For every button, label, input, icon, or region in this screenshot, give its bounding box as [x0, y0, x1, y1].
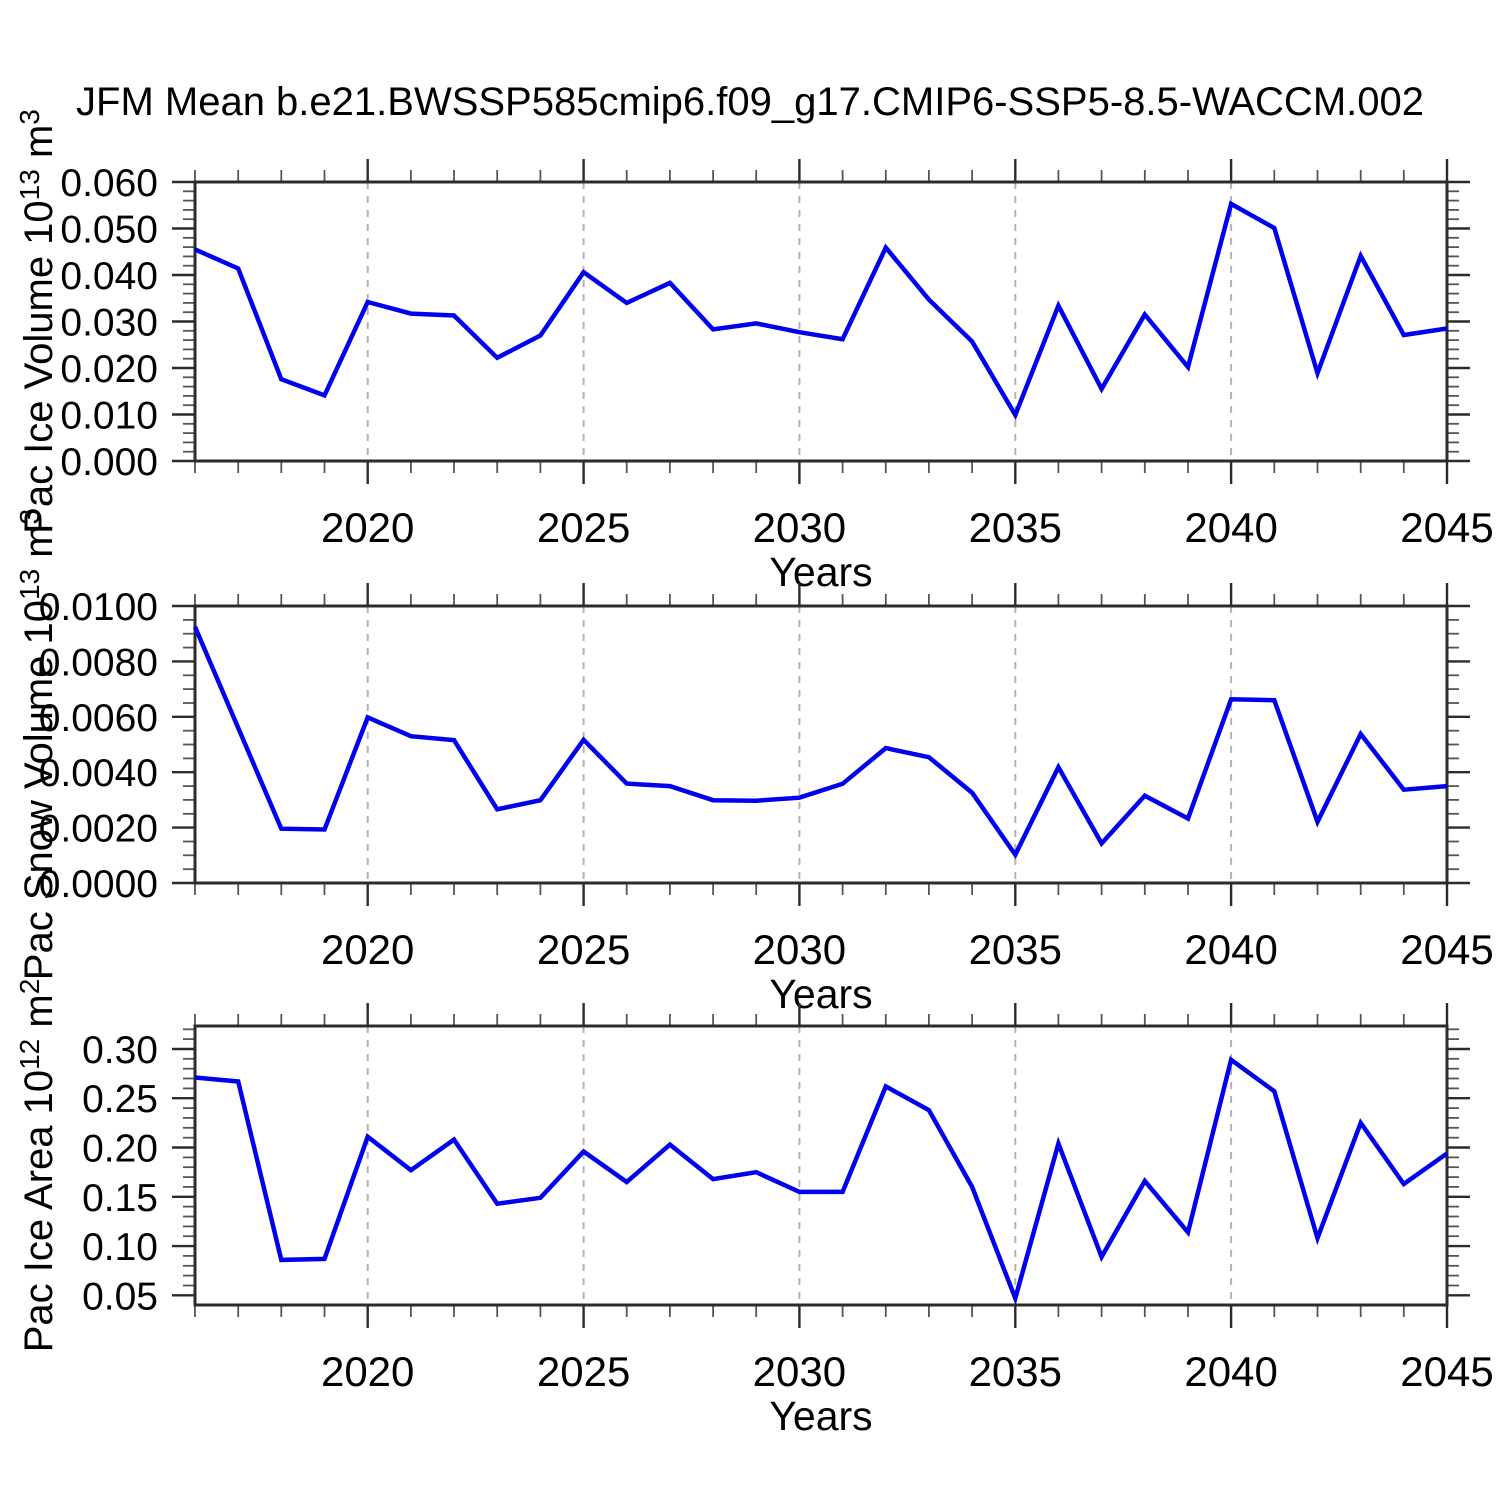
- y-tick-label: 0.25: [82, 1078, 158, 1121]
- y-axis-title: Pac Ice Area 1012 m2: [14, 979, 61, 1353]
- y-tick-label: 0.0000: [39, 863, 158, 906]
- x-tick-label: 2030: [753, 1348, 846, 1395]
- data-line-pac-ice-volume: [194, 200, 1448, 421]
- axis-box: [193, 1024, 1449, 1307]
- y-tick-label: 0.0080: [39, 641, 158, 684]
- y-tick-label: 0.0020: [39, 808, 158, 851]
- x-tick-label: 2020: [321, 926, 414, 973]
- y-tick-label: 0.30: [82, 1029, 158, 1072]
- x-tick-label: 2035: [969, 504, 1062, 551]
- y-tick-label: 0.05: [82, 1275, 158, 1318]
- x-tick-label: 2025: [537, 926, 630, 973]
- y-tick-label: 0.000: [60, 441, 158, 484]
- x-tick-label: 2045: [1400, 926, 1493, 973]
- x-tick-label: 2040: [1184, 1348, 1277, 1395]
- y-tick-label: 0.010: [60, 395, 158, 438]
- axis-box: [193, 604, 1449, 885]
- x-tick-label: 2040: [1184, 504, 1277, 551]
- data-line-pac-snow-volume: [192, 625, 1448, 860]
- y-tick-label: 0.0060: [39, 697, 158, 740]
- x-tick-label: 2020: [321, 504, 414, 551]
- x-tick-label: 2035: [969, 926, 1062, 973]
- y-tick-label: 0.020: [60, 348, 158, 391]
- y-tick-label: 0.040: [60, 255, 158, 298]
- x-tick-label: 2020: [321, 1348, 414, 1395]
- x-tick-label: 2030: [753, 926, 846, 973]
- y-tick-label: 0.15: [82, 1177, 158, 1220]
- x-tick-label: 2035: [969, 1348, 1062, 1395]
- y-tick-label: 0.060: [60, 162, 158, 205]
- x-axis-title: Years: [769, 971, 872, 1017]
- chart-title: JFM Mean b.e21.BWSSP585cmip6.f09_g17.CMI…: [76, 80, 1424, 124]
- y-tick-label: 0.10: [82, 1226, 158, 1269]
- x-axis-title: Years: [769, 549, 872, 595]
- x-tick-label: 2025: [537, 504, 630, 551]
- y-axis-title: Pac Ice Volume 1013 m3: [14, 109, 61, 534]
- y-axis-title: Pac Snow Volume 1013 m3: [14, 509, 61, 980]
- axis-box: [193, 180, 1449, 463]
- x-axis-title: Years: [769, 1393, 872, 1439]
- data-line-pac-ice-area: [194, 1056, 1449, 1306]
- y-tick-label: 0.030: [60, 302, 158, 345]
- y-tick-label: 0.050: [60, 209, 158, 252]
- x-tick-label: 2045: [1400, 504, 1493, 551]
- x-tick-label: 2030: [753, 504, 846, 551]
- x-tick-label: 2025: [537, 1348, 630, 1395]
- y-tick-label: 0.20: [82, 1128, 158, 1171]
- y-tick-label: 0.0040: [39, 752, 158, 795]
- x-tick-label: 2045: [1400, 1348, 1493, 1395]
- y-tick-label: 0.0100: [39, 586, 158, 629]
- x-tick-label: 2040: [1184, 926, 1277, 973]
